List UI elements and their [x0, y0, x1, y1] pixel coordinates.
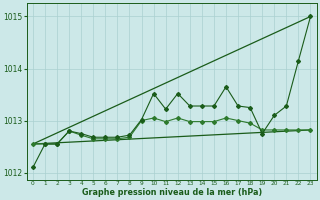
X-axis label: Graphe pression niveau de la mer (hPa): Graphe pression niveau de la mer (hPa) [82, 188, 262, 197]
